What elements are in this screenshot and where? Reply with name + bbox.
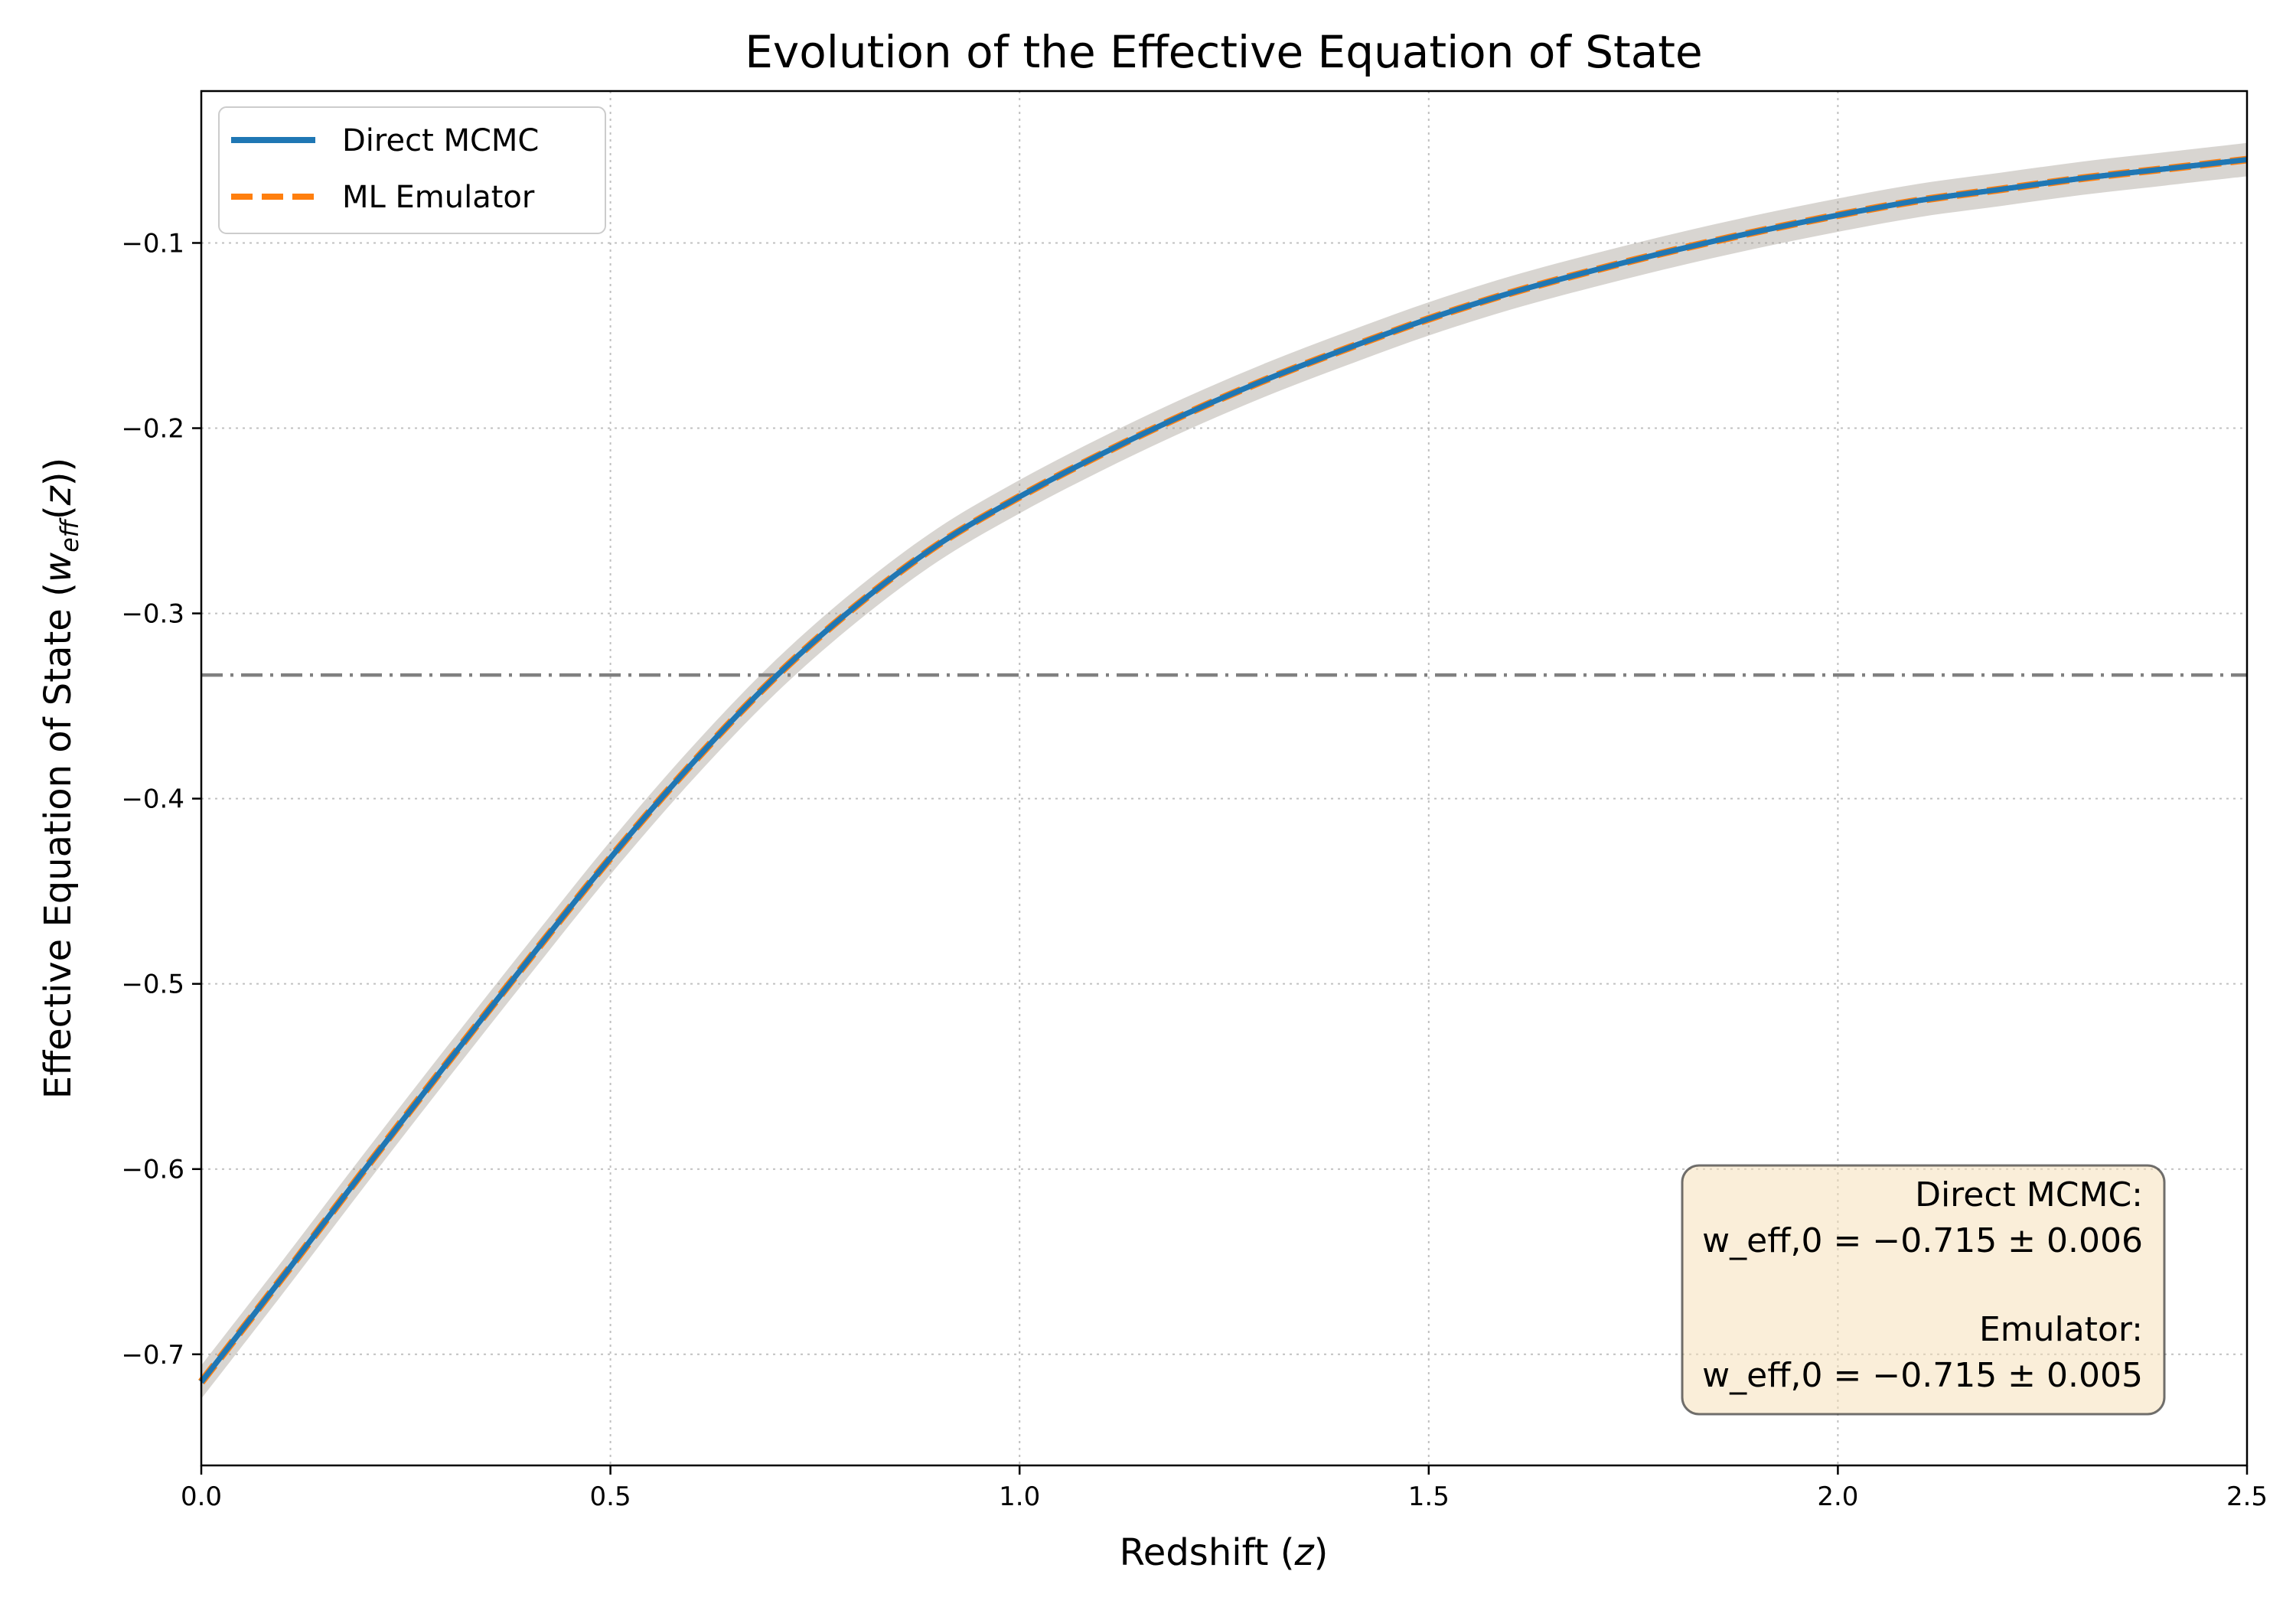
legend-label-direct-mcmc: Direct MCMC: [342, 123, 539, 158]
legend-box: [218, 106, 606, 234]
annotation-line-3: Emulator:: [1979, 1310, 2143, 1349]
ticks-layer: 0.0 0.5 1.0 1.5 2.0 2.5 −0.7 −0.6 −0.5 −0.4 −0.3 −0…: [121, 228, 2268, 1512]
x-tick-label: 2.0: [1817, 1482, 1858, 1512]
x-tick-label: 2.5: [2226, 1482, 2268, 1512]
plot-frame: [200, 90, 2249, 1467]
x-tick-label: 0.0: [181, 1482, 222, 1512]
y-tick-label: −0.6: [121, 1155, 184, 1185]
series-line-direct-mcmc-overlay: [199, 157, 2248, 1384]
y-tick-label: −0.2: [121, 414, 184, 445]
annotation-box: Direct MCMC: w_eff,0 = −0.715 ± 0.006 Em…: [1681, 1164, 2166, 1416]
series-layer: [198, 155, 2248, 1385]
x-tick-label: 1.0: [999, 1482, 1040, 1512]
legend-label-ml-emulator: ML Emulator: [342, 180, 535, 215]
y-tick-label: −0.1: [121, 228, 184, 259]
chart-title: Evolution of the Effective Equation of S…: [745, 26, 1702, 78]
x-axis-label: Redshift (z): [1120, 1531, 1329, 1574]
y-axis-label: Effective Equation of State (weff(z)): [37, 458, 84, 1100]
x-tick-label: 0.5: [590, 1482, 631, 1512]
annotation-background: [1681, 1164, 2166, 1416]
x-tick-label: 1.5: [1408, 1482, 1450, 1512]
y-tick-label: −0.3: [121, 599, 184, 630]
annotation-line-1: Direct MCMC:: [1915, 1175, 2143, 1214]
y-tick-label: −0.7: [121, 1340, 184, 1371]
annotation-line-2: w_eff,0 = −0.715 ± 0.006: [1702, 1221, 2143, 1260]
y-tick-label: −0.4: [121, 784, 184, 815]
y-tick-label: −0.5: [121, 970, 184, 1000]
legend: Direct MCMC ML Emulator: [218, 106, 606, 234]
annotation-line-4: w_eff,0 = −0.715 ± 0.005: [1702, 1356, 2143, 1395]
